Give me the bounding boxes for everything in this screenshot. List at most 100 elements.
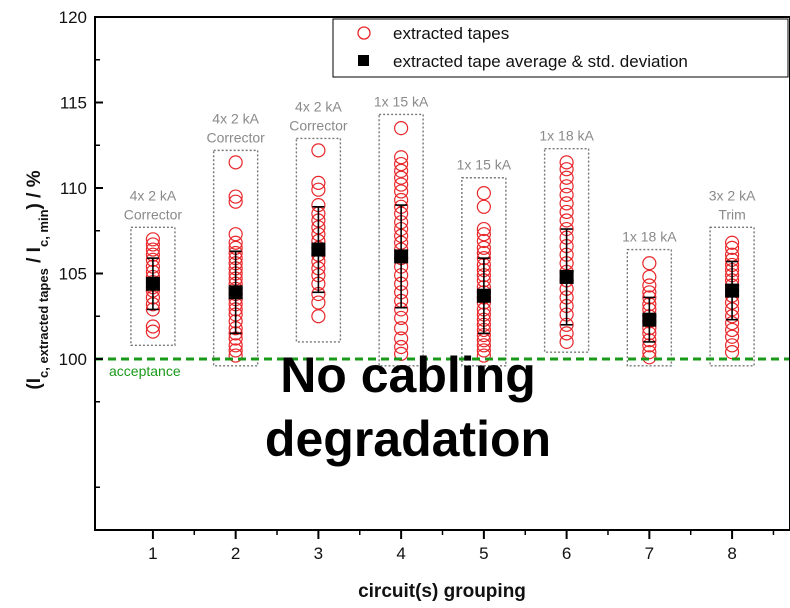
data-point xyxy=(559,162,574,177)
data-point xyxy=(228,338,243,353)
group-label-2-line-2: Corrector xyxy=(206,129,265,145)
data-point xyxy=(642,269,657,285)
mean-marker-6 xyxy=(559,269,574,284)
data-point xyxy=(476,233,491,249)
data-point xyxy=(559,204,574,220)
data-point xyxy=(394,310,409,326)
data-point xyxy=(724,338,740,353)
data-point xyxy=(394,321,409,336)
data-point xyxy=(311,175,326,190)
y-title-part-1: (I xyxy=(24,378,45,390)
x-tick-label-4: 4 xyxy=(396,544,405,563)
group-box-7 xyxy=(626,248,673,367)
data-point xyxy=(311,309,326,324)
data-point xyxy=(559,326,574,341)
acceptance-layer: acceptance xyxy=(95,357,790,379)
mean-marker-1 xyxy=(145,276,160,291)
x-tick-label-7: 7 xyxy=(645,544,654,563)
data-point xyxy=(642,345,657,360)
data-point xyxy=(394,150,409,165)
group-label-8-line-1: 3x 2 kA xyxy=(709,187,756,203)
data-point xyxy=(228,189,243,204)
data-point xyxy=(394,156,409,172)
legend: extracted tapes extracted tape average &… xyxy=(332,18,789,78)
data-point xyxy=(145,232,161,247)
data-point xyxy=(476,348,491,363)
group-box-5 xyxy=(461,177,507,367)
data-point xyxy=(476,227,491,242)
annotation-line-1: No cabling xyxy=(280,347,536,403)
data-point xyxy=(228,155,243,170)
data-point xyxy=(642,256,657,271)
group-box-3 xyxy=(295,137,342,343)
group-label-layer: 4x 2 kA Corrector 4x 2 kA Corrector 4x 2 kA C… xyxy=(124,93,756,244)
data-point xyxy=(394,170,409,185)
acceptance-label: acceptance xyxy=(109,363,181,379)
mean-marker-7 xyxy=(642,312,657,327)
group-label-1-line-2: Corrector xyxy=(124,206,183,222)
data-point xyxy=(559,179,574,194)
data-point xyxy=(559,155,574,170)
data-point xyxy=(394,339,409,355)
group-box-2 xyxy=(212,149,259,367)
data-point xyxy=(559,334,574,349)
group-label-6-line-1: 1x 18 kA xyxy=(539,128,594,144)
data-point xyxy=(559,196,574,211)
mean-layer xyxy=(145,204,740,343)
group-box-1 xyxy=(130,226,176,347)
data-point xyxy=(724,240,740,255)
legend-label-average: extracted tape average & std. deviation xyxy=(393,52,688,71)
y-axis-title: (Ic, extracted tapes / Ic, min) / % xyxy=(24,170,51,389)
group-label-3-line-2: Corrector xyxy=(289,117,348,133)
y-title-part-4: c, min xyxy=(36,209,51,247)
group-box-layer xyxy=(130,113,755,367)
tick-layer: 100 105 110 115 120 1 2 3 4 5 6 7 8 xyxy=(59,8,775,563)
x-tick-label-2: 2 xyxy=(231,544,240,563)
group-label-1-line-1: 4x 2 kA xyxy=(130,187,177,203)
data-point xyxy=(394,331,409,346)
group-label-2-line-1: 4x 2 kA xyxy=(212,110,259,126)
data-point xyxy=(145,237,161,252)
legend-label-tapes: extracted tapes xyxy=(393,24,509,43)
data-point xyxy=(311,143,326,158)
data-point xyxy=(724,329,740,344)
data-point xyxy=(311,182,326,197)
y-title-part-3: / I xyxy=(24,247,45,268)
mean-marker-2 xyxy=(228,285,243,300)
data-point xyxy=(476,186,491,201)
group-label-4-line-1: 1x 15 kA xyxy=(374,93,429,109)
data-point xyxy=(394,121,409,136)
y-title-part-5: ) / % xyxy=(24,170,45,209)
data-point xyxy=(145,319,161,334)
data-point xyxy=(228,194,243,209)
legend-box xyxy=(332,18,789,78)
mean-marker-8 xyxy=(725,283,740,298)
group-label-8-line-2: Trim xyxy=(718,206,745,222)
x-axis-title: circuit(s) grouping xyxy=(358,581,526,602)
data-point xyxy=(476,338,491,353)
data-point xyxy=(642,350,657,365)
y-tick-label-110: 110 xyxy=(60,179,87,198)
data-point xyxy=(559,213,574,228)
data-point xyxy=(724,322,740,338)
data-point xyxy=(394,177,409,192)
annotation-line-2: degradation xyxy=(265,411,551,467)
mean-marker-5 xyxy=(476,288,491,303)
data-point xyxy=(394,163,409,178)
data-point xyxy=(228,348,243,363)
data-point xyxy=(476,240,491,255)
data-point xyxy=(476,221,491,237)
group-box-8 xyxy=(709,226,755,367)
group-box-6 xyxy=(543,147,590,353)
data-point xyxy=(228,235,243,250)
data-point xyxy=(394,184,409,199)
data-point xyxy=(559,170,574,185)
data-point xyxy=(145,242,161,257)
data-point xyxy=(642,278,657,293)
data-point xyxy=(228,227,243,242)
overlay-annotation: No cabling degradation xyxy=(265,347,551,467)
y-tick-label-100: 100 xyxy=(59,350,87,369)
legend-square-marker xyxy=(358,55,369,66)
mean-marker-3 xyxy=(311,242,326,257)
